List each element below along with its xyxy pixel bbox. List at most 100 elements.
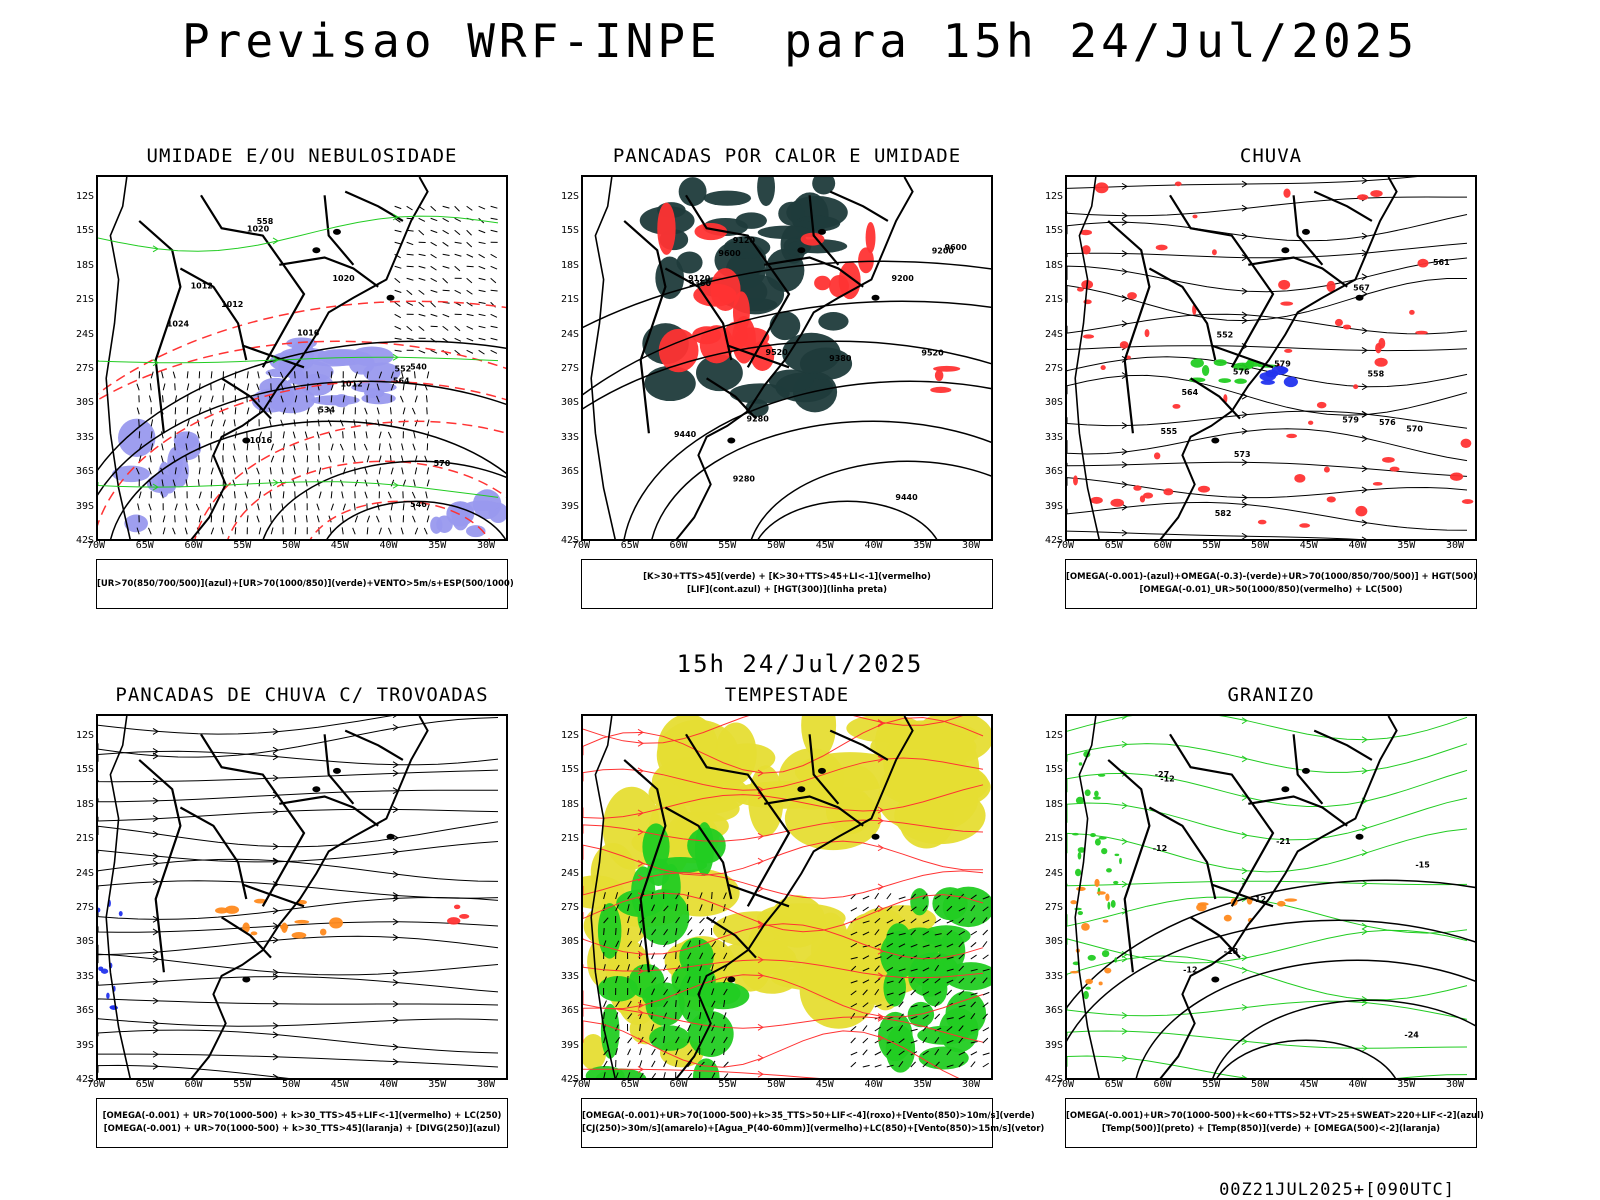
wind-vector [406,253,414,256]
wind-vector [886,980,894,984]
country-border [664,267,733,361]
wind-vector [172,527,176,535]
wind-vector [651,939,653,948]
streamline-arrow [1361,996,1368,1003]
wind-vector [982,1062,989,1068]
map-canvas[interactable]: -12-12-12-15-18-21-24-27-12 [1067,716,1477,1080]
map-canvas[interactable] [583,716,993,1080]
wind-vector [430,229,438,234]
contour-label: 534 [318,405,335,414]
latitude-tick-label: 12S [75,730,94,741]
wind-vector [627,1000,632,1008]
field-shading [676,251,703,274]
wind-vector [197,419,200,427]
map-canvas[interactable] [98,716,508,1080]
field-shading [644,365,696,402]
field-shading [459,914,470,919]
streamline-arrow [152,859,159,867]
wind-vector [425,395,428,403]
longitude-tick-label: 70W [1055,1079,1075,1090]
map-canvas[interactable]: 9600 9520 9520 9440 9440 9360 9380 9280 9280 9200… [583,177,993,541]
wind-vector [162,515,166,523]
field-shading [1110,498,1125,507]
wind-vector [627,940,633,948]
map-panel[interactable]: 582 579 576 573 570 567 564 561 558 555 552 576 579 [1065,175,1477,541]
longitude-tick-label: 50W [766,1079,786,1090]
wind-vector [233,443,236,451]
wind-vector [874,892,880,900]
latitude-tick-label: 15S [560,225,579,237]
longitude-tick-label: 60W [184,540,203,551]
panel-title: UMIDADE E/OU NEBULOSIDADE [146,145,458,167]
wind-vector [282,491,285,499]
wind-vector [663,988,669,996]
wind-vector [394,349,402,352]
wind-vector [615,892,619,900]
streamline [583,757,984,791]
wind-vector [723,1061,729,1068]
streamline-arrow [1121,955,1128,963]
map-canvas[interactable]: 582 579 576 573 570 567 564 561 558 555 552 576 579 [1067,177,1477,541]
wind-vector [982,954,989,960]
wind-vector [723,1047,726,1056]
country-border [1313,729,1373,761]
map-panel[interactable]: 9600 9520 9520 9440 9440 9360 9380 9280 9280 9200… [581,175,993,541]
country-border [829,190,889,222]
wind-vector [958,1061,964,1068]
wind-vector [970,968,978,972]
wind-vector [185,455,188,463]
streamline-arrow [272,936,279,944]
wind-vector [339,443,344,451]
longitude-tick-label: 55W [233,540,252,551]
latitude-tick-label: 33S [1044,431,1063,443]
wind-vector [305,395,308,403]
wind-vector [850,965,857,972]
streamline-arrow [392,892,399,899]
wind-vector [414,467,418,475]
latitude-tick-label: 30S [75,936,94,948]
field-shading [1098,981,1103,986]
wind-vector [862,989,868,996]
wind-vector [711,941,717,948]
map-panel[interactable] [96,714,508,1080]
map-panel[interactable]: -12 -12 -12 -15 -18 -21 -24 -27 -12 [1065,714,1477,1080]
contour-label: 1016 [250,436,273,445]
wind-vector [442,253,450,257]
streamline-arrow [757,1054,764,1062]
field-shading [838,261,861,300]
field-shading [649,1025,691,1051]
wind-vector [364,491,368,499]
west-coastline [105,177,131,539]
wind-vector [268,371,272,379]
wind-vector [711,1036,715,1044]
wind-vector [352,455,356,463]
country-border [623,759,667,973]
field-shading [1090,496,1103,504]
wind-vector [430,313,438,317]
streamline-arrow [1121,1012,1128,1019]
wind-vector [454,337,462,342]
wind-vector [898,954,905,960]
wind-vector [399,395,404,403]
longitude-tick-label: 45W [1299,540,1318,551]
streamline-arrow [1361,824,1368,832]
wind-vector [430,349,438,354]
wind-vector [406,241,414,246]
wind-vector [490,289,498,292]
field-shading [1104,967,1112,974]
wind-vector [699,929,705,936]
wind-vector [723,952,728,960]
latitude-tick-label: 12S [560,730,579,741]
map-panel[interactable] [581,714,993,1080]
streamline-arrow [1361,290,1368,298]
streamline-arrow [877,972,884,980]
streamline [98,769,499,783]
map-canvas[interactable]: 1012 1012 1016 1020 1016 1020 1024 1012 570 564 55… [98,177,508,541]
field-shading [1102,919,1109,923]
streamline-arrow [637,739,644,747]
field-shading [106,992,110,999]
field-shading [883,968,906,1007]
wind-vector [418,349,426,354]
map-panel[interactable]: 1012 1012 1016 1020 1016 1020 1024 1012 570 564 55… [96,175,508,541]
wind-vector [478,325,486,329]
